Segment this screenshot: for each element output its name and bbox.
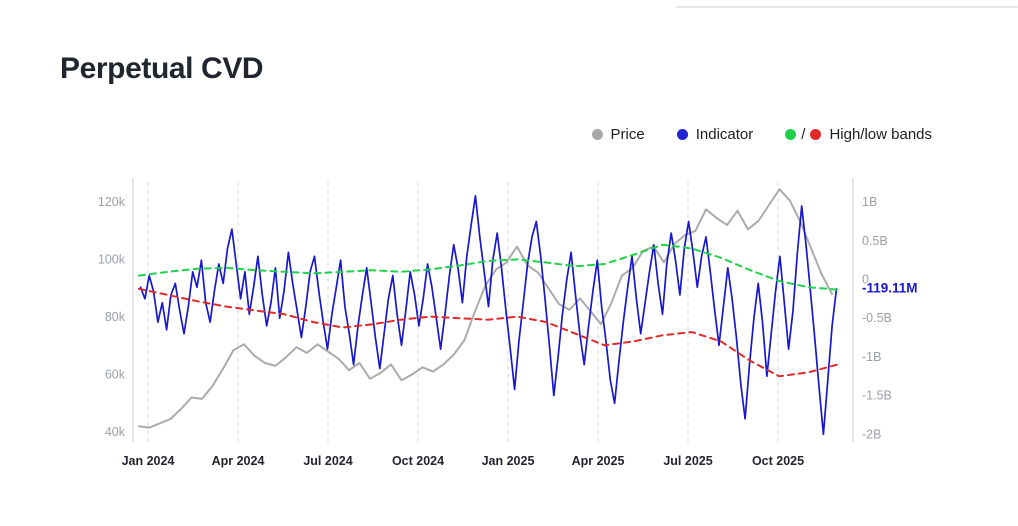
right-axis-tick-label: -2B [862, 427, 881, 441]
legend-item-indicator[interactable]: Indicator [676, 126, 754, 143]
low-band-dot-icon [810, 129, 822, 140]
left-axis-tick-label: 120k [98, 195, 126, 209]
legend-label-high-low-bands: High/low bands [829, 126, 932, 143]
high-band-line [138, 243, 839, 291]
chart-canvas[interactable]: Jan 2024 Apr 2024 Jul 2024 Oct 2024 Jan 2025… [85, 170, 965, 480]
legend-slash-separator: / [801, 126, 806, 143]
x-axis-tick-label: Oct 2024 [392, 454, 444, 468]
indicator-line [139, 195, 838, 436]
right-axis-tick-label: -1B [862, 350, 881, 364]
chart-legend: Price Indicator / High/low bands [591, 126, 932, 143]
x-axis-tick-label: Jan 2025 [482, 454, 535, 468]
x-axis-tick-label: Jan 2024 [122, 454, 175, 468]
right-axis-tick-label: 0.5B [862, 234, 888, 248]
x-axis-tick-label: Jul 2024 [303, 454, 352, 468]
legend-item-price[interactable]: Price [591, 126, 645, 143]
legend-item-high-low-bands[interactable]: / High/low bands [785, 126, 932, 143]
high-band-dot-icon [785, 129, 797, 140]
legend-label-indicator: Indicator [695, 126, 754, 143]
x-axis-tick-label: Apr 2024 [212, 454, 265, 468]
x-axis-tick-label: Oct 2025 [752, 454, 804, 468]
left-axis-tick-label: 100k [98, 253, 126, 267]
left-axis-tick-label: 60k [105, 367, 126, 381]
x-axis-tick-label: Apr 2025 [572, 454, 625, 468]
page-title: Perpetual CVD [60, 52, 264, 85]
indicator-dot-icon [676, 129, 688, 140]
right-axis-tick-label: 0 [862, 273, 869, 287]
x-axis-tick-label: Jul 2025 [663, 454, 712, 468]
left-axis-tick-label: 40k [105, 425, 126, 439]
left-axis-tick-label: 80k [105, 310, 126, 324]
indicator-last-value-label: -119.11M [862, 281, 918, 296]
legend-label-price: Price [610, 126, 645, 143]
right-axis-tick-label: -1.5B [862, 389, 892, 403]
right-axis-tick-label: 1B [862, 195, 877, 209]
right-axis-tick-label: -0.5B [862, 311, 892, 325]
low-band-line [138, 287, 839, 378]
price-dot-icon [591, 129, 603, 140]
top-divider [676, 6, 1018, 8]
perpetual-cvd-chart[interactable]: Jan 2024 Apr 2024 Jul 2024 Oct 2024 Jan 2025… [85, 170, 965, 480]
